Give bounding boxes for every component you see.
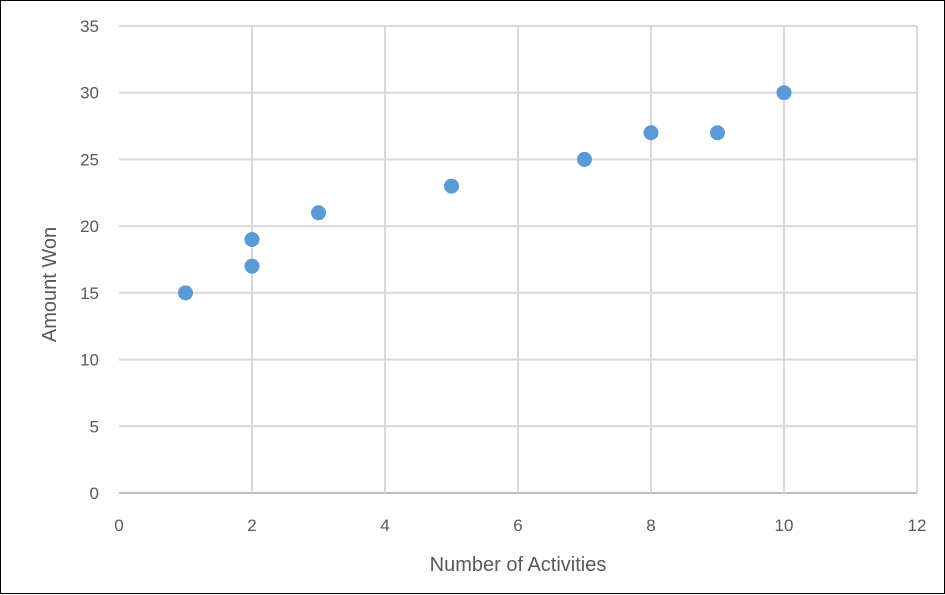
y-tick-label: 0: [90, 484, 99, 503]
x-tick-label: 6: [513, 516, 522, 535]
x-tick-label: 2: [247, 516, 256, 535]
y-tick-label: 25: [80, 150, 99, 169]
data-point: [244, 258, 260, 274]
y-tick-label: 30: [80, 84, 99, 103]
x-tick-label: 12: [908, 516, 927, 535]
data-points: [178, 85, 792, 301]
data-point: [444, 178, 459, 194]
y-tick-label: 5: [90, 417, 99, 436]
data-point: [710, 125, 725, 141]
data-point: [244, 231, 260, 247]
y-axis-tick-labels: 0 5 10 15 20 25 30 35: [80, 17, 99, 503]
x-axis-tick-labels: 0 2 4 6 8 10 12: [114, 516, 926, 535]
x-tick-label: 0: [114, 516, 123, 535]
y-tick-label: 10: [80, 351, 99, 370]
data-point: [577, 151, 592, 167]
y-tick-label: 35: [80, 17, 99, 36]
x-tick-label: 4: [380, 516, 389, 535]
data-point: [311, 205, 326, 221]
data-point: [643, 125, 659, 141]
y-tick-label: 20: [80, 217, 99, 236]
x-axis-title: Number of Activities: [430, 554, 607, 576]
y-tick-label: 15: [80, 284, 99, 303]
grid-lines: [119, 25, 918, 494]
x-tick-label: 10: [775, 516, 794, 535]
y-axis-title: Amount Won: [39, 227, 61, 342]
data-point: [776, 85, 792, 101]
data-point: [178, 285, 193, 301]
x-tick-label: 8: [646, 516, 655, 535]
